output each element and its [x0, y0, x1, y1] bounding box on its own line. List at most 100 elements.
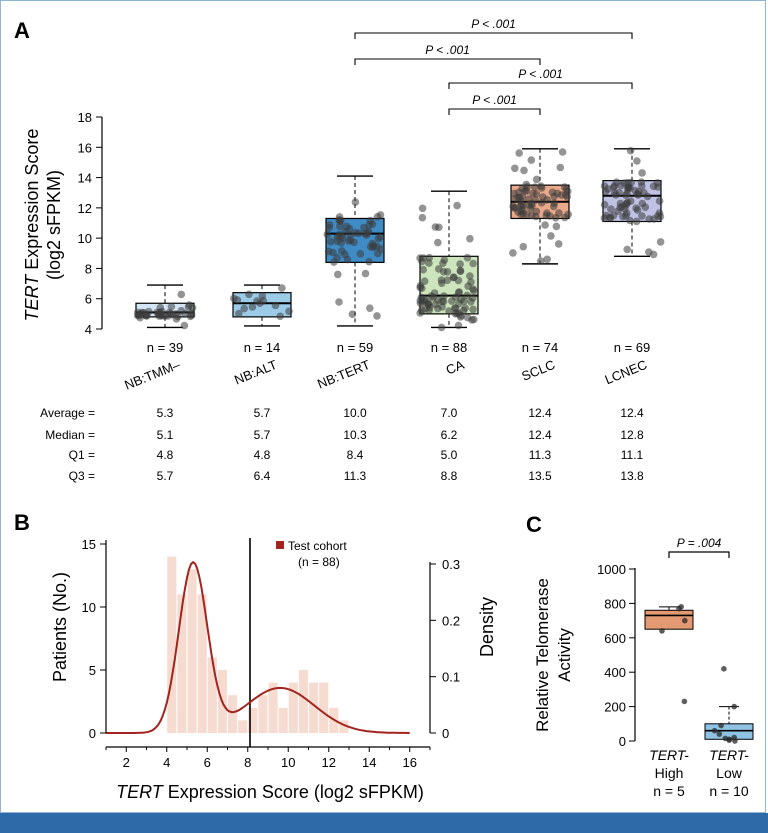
n-label: n = 14	[244, 340, 281, 355]
data-point	[437, 323, 446, 332]
panel-a-n-labels: n = 39 n = 14 n = 59 n = 88 n = 74 n = 69	[147, 340, 651, 355]
data-point	[438, 279, 446, 288]
stat-value: 8.8	[441, 469, 458, 483]
panel-b-xlabel-italic: TERT	[116, 782, 165, 802]
data-point	[333, 253, 342, 262]
data-point	[607, 205, 615, 213]
stat-value: 12.4	[528, 428, 552, 442]
data-point	[425, 253, 434, 262]
data-point	[554, 240, 563, 248]
comparison-bracket	[354, 58, 541, 65]
data-point	[258, 292, 267, 300]
figure-frame	[0, 0, 766, 813]
y-tick-label: 18	[78, 110, 92, 125]
category-label: SCLC	[519, 357, 557, 384]
histogram-bar	[309, 682, 319, 733]
panel-c-group-labels: TERT- High n = 5 TERT- Low n = 10	[649, 747, 749, 799]
data-point	[676, 605, 682, 612]
data-point	[342, 222, 351, 231]
x-tick-label: 14	[362, 755, 376, 770]
panel-b-x-ticks: 2 4 6 8 10 12 14 16	[105, 747, 431, 770]
panel-c-y-ticks: 0 200 400 600 800 1000	[597, 562, 635, 749]
data-point	[622, 191, 630, 199]
panel-c-boxes	[644, 604, 754, 744]
panel-b-legend-label: Test cohort	[288, 539, 347, 553]
stat-value: 7.0	[441, 406, 458, 420]
category-label: NB:ALT	[232, 357, 279, 388]
data-point	[376, 233, 385, 241]
panel-c-ylabel-line2: Activity	[555, 628, 574, 682]
data-point	[522, 187, 531, 195]
data-point	[248, 303, 257, 311]
histogram-bar	[258, 695, 268, 733]
data-point	[323, 230, 332, 239]
histogram-bar	[187, 569, 197, 733]
data-point	[732, 738, 738, 744]
data-point	[638, 199, 647, 208]
x-tick-label: 10	[281, 755, 295, 770]
data-point	[516, 202, 525, 210]
data-point	[245, 290, 253, 299]
y-tick-label: 16	[78, 140, 92, 155]
panel-a-category-labels: NB:TMM– NB:ALT NB:TERT CA SCLC LCNEC	[122, 357, 649, 393]
data-point	[615, 188, 623, 197]
data-point	[600, 200, 609, 209]
data-point	[439, 259, 447, 268]
data-point	[731, 703, 737, 710]
data-point	[640, 188, 648, 197]
stat-value: 5.7	[254, 428, 271, 442]
data-point	[452, 304, 460, 313]
right-tick-label: 0.2	[442, 613, 460, 628]
data-point	[681, 698, 688, 705]
stat-value: 13.8	[620, 469, 644, 483]
data-point	[543, 209, 551, 217]
data-point	[177, 290, 186, 299]
data-point	[537, 182, 545, 190]
stat-value: 4.8	[157, 448, 174, 462]
group-label-italic: TERT-	[649, 747, 689, 763]
data-point	[532, 207, 541, 216]
data-point	[558, 148, 567, 156]
category-label: NB:TERT	[315, 357, 372, 392]
data-point	[527, 156, 536, 164]
data-point	[511, 164, 519, 173]
data-point	[469, 259, 477, 268]
data-point	[653, 179, 662, 187]
data-point	[463, 253, 472, 262]
data-point	[240, 304, 248, 313]
panel-a-stats-table: Average = 5.3 5.7 10.0 7.0 12.4 12.4 Median = 5.…	[40, 406, 644, 483]
panel-b-x-label: TERT Expression Score (log2 sFPKM)	[116, 782, 424, 802]
panel-a-ylabel-rest: Expression Score	[22, 129, 42, 275]
data-point	[560, 183, 569, 191]
data-point	[459, 306, 468, 315]
data-point	[626, 216, 634, 225]
category-label: CA	[444, 357, 467, 378]
data-point	[638, 182, 646, 190]
y-tick-label: 6	[85, 292, 92, 307]
data-point	[656, 212, 665, 221]
stat-row-label: Q1 =	[69, 448, 95, 462]
panel-a-boxes	[135, 148, 662, 329]
data-point	[626, 146, 635, 155]
data-point	[445, 307, 453, 315]
data-point	[419, 265, 428, 274]
data-point	[552, 222, 561, 231]
data-point	[645, 215, 653, 223]
data-point	[454, 321, 463, 330]
stat-value: 10.3	[343, 428, 367, 442]
stat-value: 12.4	[620, 406, 644, 420]
data-point	[655, 197, 664, 205]
data-point	[656, 238, 665, 246]
data-point	[361, 269, 370, 278]
data-point	[256, 299, 264, 308]
stat-value: 12.4	[528, 406, 552, 420]
stat-value: 11.1	[621, 448, 644, 462]
stat-value: 5.7	[157, 469, 174, 483]
data-point	[167, 302, 176, 311]
panel-a-ylabel-italic: TERT	[22, 273, 42, 322]
data-point	[520, 166, 528, 175]
data-point	[324, 247, 333, 256]
data-point	[177, 306, 186, 315]
panel-b-ylabel-right: Density	[477, 597, 497, 657]
y-tick-label: 14	[78, 171, 92, 186]
